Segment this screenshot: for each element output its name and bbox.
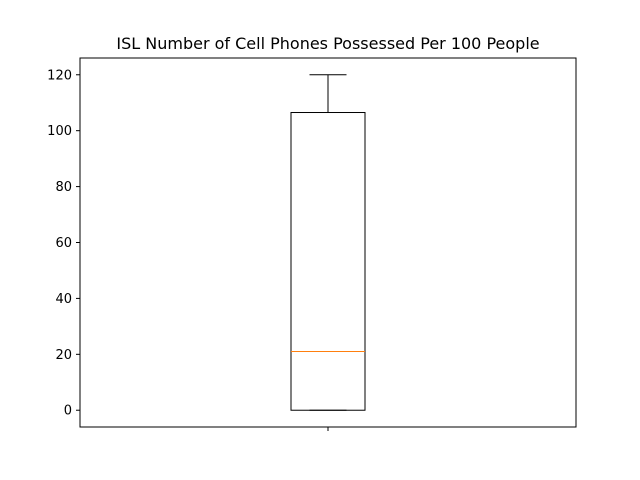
chart-title: ISL Number of Cell Phones Possessed Per … (116, 34, 539, 53)
y-tick-label-40: 40 (55, 292, 72, 307)
y-tick-label-80: 80 (55, 180, 72, 195)
y-tick-label-0: 0 (64, 404, 72, 419)
plot-area: 0 20 40 60 80 100 120 (47, 57, 577, 431)
y-tick-label-60: 60 (55, 236, 72, 251)
box-body-0 (290, 112, 366, 411)
y-tick-label-100: 100 (47, 124, 72, 139)
y-tick-label-120: 120 (47, 68, 72, 83)
axes-frame (79, 57, 577, 428)
y-tick-label-20: 20 (55, 348, 72, 363)
